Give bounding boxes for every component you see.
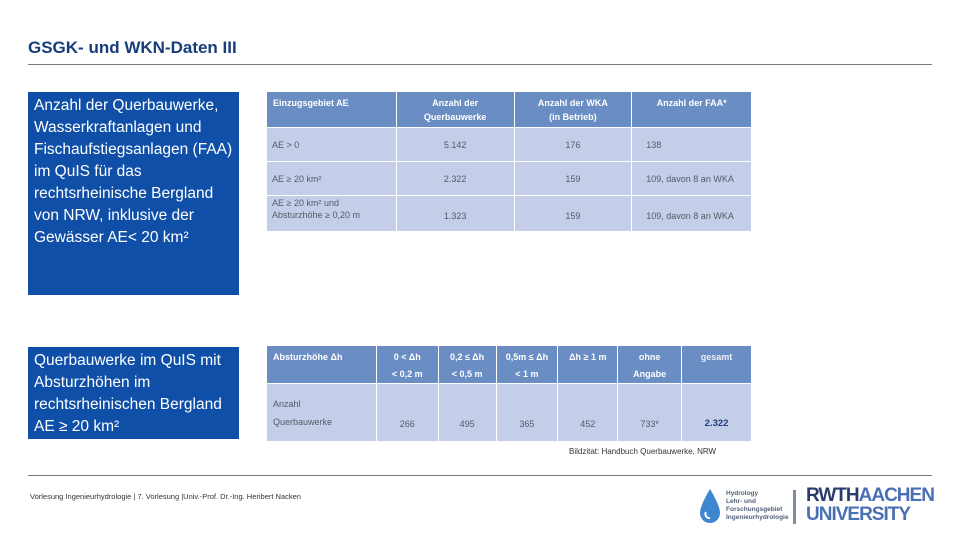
table1-cell-wka: 176 [513,127,633,162]
table2-cell-total: 2.322 [681,383,752,442]
image-credit: Bildzitat: Handbuch Querbauwerke, NRW [569,447,717,456]
table1-cell-wka: 159 [513,161,633,196]
table1-cell-faa: 109, davon 8 an WKA [631,161,752,196]
table2-cell-value: 266 [375,383,439,442]
table1-cell-label: AE ≥ 20 km² und Absturzhöhe ≥ 0,20 m [266,195,397,232]
table1-header-wka: Anzahl der WKA (in Betrieb) [513,91,633,128]
table2-cell-value: 452 [557,383,619,442]
footer-text: Vorlesung Ingenieurhydrologie | 7. Vorle… [30,492,301,501]
logo-divider [793,490,796,524]
table2-row-label: Anzahl Querbauwerke [266,383,377,442]
slide-title: GSGK- und WKN-Daten III [28,38,237,57]
table1-header-row: Einzugsgebiet AE Anzahl der Querbauwerke … [266,91,752,128]
table1-cell-faa: 109, davon 8 an WKA [631,195,752,232]
table-row: Anzahl Querbauwerke 266 495 365 452 733* … [266,383,752,442]
table2-header-range1: 0 < Δh < 0,2 m [375,345,439,384]
table1-header-catchment: Einzugsgebiet AE [266,91,397,128]
table-row: AE ≥ 20 km² 2.322 159 109, davon 8 an WK… [266,161,752,196]
table1-cell-label: AE ≥ 20 km² [266,161,397,196]
table1-cell-faa: 138 [631,127,752,162]
water-drop-icon [700,489,720,523]
table2-header-total: gesamt [681,345,752,384]
table1-cell-label: AE > 0 [266,127,397,162]
table-structures-overview: Einzugsgebiet AE Anzahl der Querbauwerke … [266,91,752,232]
table2-cell-value: 733* [617,383,683,442]
table1-cell-qbw: 5.142 [395,127,515,162]
table1-header-structures: Anzahl der Querbauwerke [395,91,515,128]
table1-cell-qbw: 1.323 [395,195,515,232]
table2-header-no-data: ohne Angabe [617,345,683,384]
description-box-1: Anzahl der Querbauwerke, Wasserkraftanla… [28,92,239,295]
table1-cell-qbw: 2.322 [395,161,515,196]
table-row: AE > 0 5.142 176 138 [266,127,752,162]
hydrology-logo-text: Hydrology Lehr- und Forschungsgebiet Ing… [726,490,789,521]
table2-header-range3: 0,5m ≤ Δh < 1 m [495,345,559,384]
description-box-2: Querbauwerke im QuIS mit Absturzhöhen im… [28,347,239,439]
table-drop-heights: Absturzhöhe Δh 0 < Δh < 0,2 m 0,2 ≤ Δh < 0… [266,345,752,442]
top-divider [28,64,932,65]
table2-header-drop-height: Absturzhöhe Δh [266,345,377,384]
table1-header-faa: Anzahl der FAA* [631,91,752,128]
table1-cell-wka: 159 [513,195,633,232]
table-row: AE ≥ 20 km² und Absturzhöhe ≥ 0,20 m 1.32… [266,195,752,232]
table2-header-range4: Δh ≥ 1 m [557,345,619,384]
rwth-logo: RWTHAACHEN UNIVERSITY [806,485,935,525]
table2-header-range2: 0,2 ≤ Δh < 0,5 m [437,345,497,384]
table2-cell-value: 365 [495,383,559,442]
bottom-divider [28,475,932,476]
table2-header-row: Absturzhöhe Δh 0 < Δh < 0,2 m 0,2 ≤ Δh < 0… [266,345,752,384]
table2-cell-value: 495 [437,383,497,442]
